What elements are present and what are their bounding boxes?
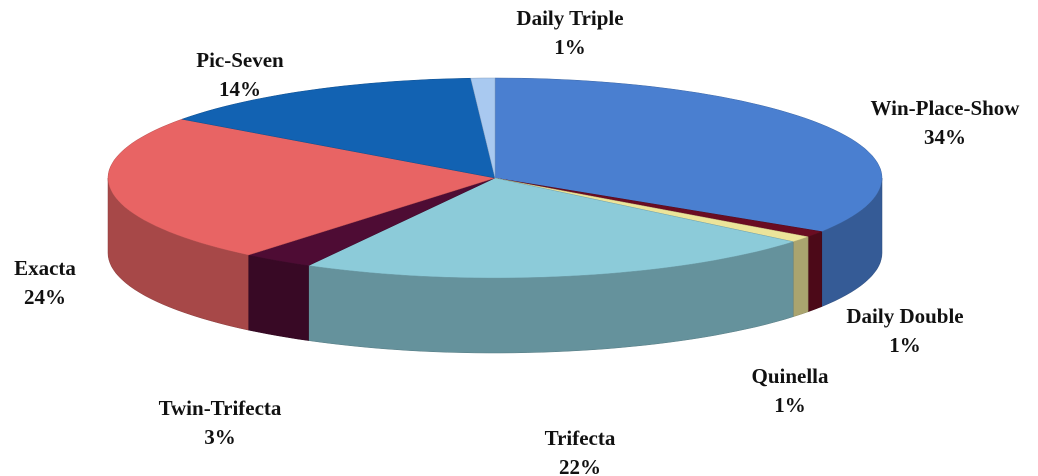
slice-label: Trifecta <box>545 426 616 450</box>
slice-value-label: 22% <box>559 455 601 476</box>
slice-value-label: 1% <box>774 393 806 417</box>
slice <box>248 177 496 266</box>
slice-value-label: 24% <box>24 285 66 309</box>
slice-value-label: 34% <box>924 125 966 149</box>
slice <box>470 77 496 179</box>
slice-value-label: 3% <box>204 425 236 449</box>
slice-value-label: 1% <box>554 35 586 59</box>
slice <box>494 77 883 232</box>
slice-value-label: 1% <box>889 333 921 357</box>
slice-side <box>792 236 809 318</box>
slice-label: Twin-Trifecta <box>159 396 282 420</box>
slice-label: Daily Triple <box>516 6 623 30</box>
slice-label: Exacta <box>14 256 76 280</box>
slice-label: Pic-Seven <box>196 48 284 72</box>
slice-value-label: 14% <box>219 77 261 101</box>
slice-label: Daily Double <box>846 304 963 328</box>
slice <box>180 77 496 179</box>
slice-label: Win-Place-Show <box>871 96 1021 120</box>
slice-side <box>248 254 309 341</box>
slice <box>107 118 496 256</box>
slice-side <box>807 231 823 313</box>
slice <box>307 177 795 279</box>
slice-label: Quinella <box>751 364 829 388</box>
